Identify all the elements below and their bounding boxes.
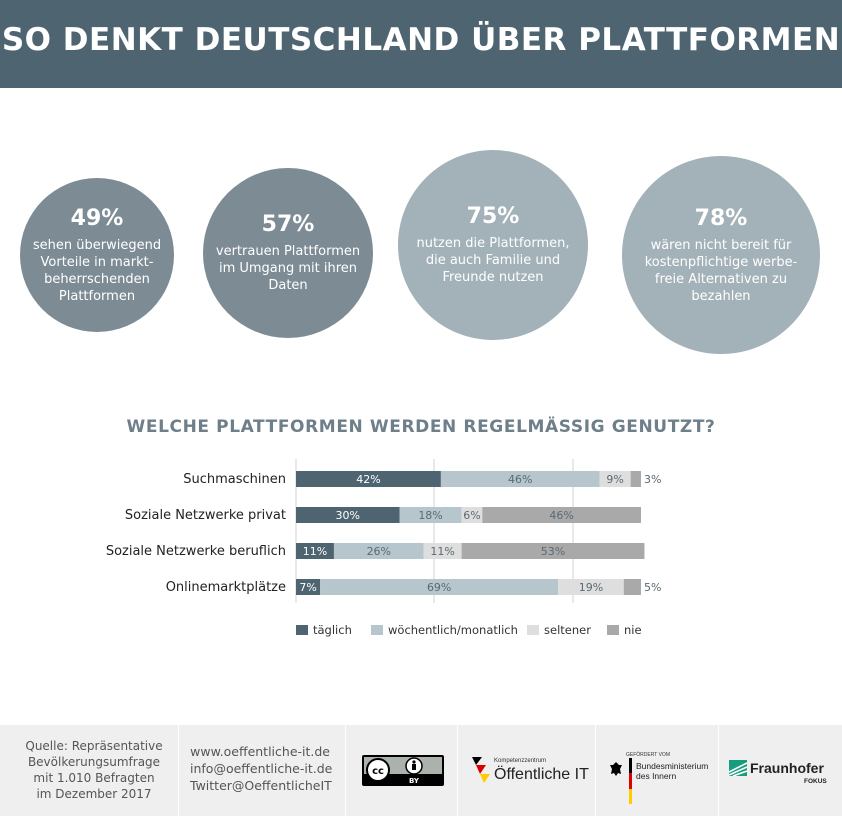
stat-circle-familie: 75% nutzen die Plattformen, die auch Fami… bbox=[398, 150, 588, 340]
bar-segment bbox=[296, 507, 400, 523]
data-label: 9% bbox=[606, 473, 623, 486]
data-label: 19% bbox=[579, 581, 603, 594]
fraunhofer-logo-icon bbox=[729, 760, 747, 776]
stat-circle-vorteile: 49% sehen überwiegend Vorteile in markt-b… bbox=[20, 178, 174, 332]
legend-label: seltener bbox=[544, 623, 591, 637]
legend-label: wöchentlich/monatlich bbox=[388, 623, 518, 637]
data-label: 11% bbox=[303, 545, 327, 558]
stat-text: sehen überwiegend Vorteile in markt-beher… bbox=[32, 237, 162, 304]
data-label: 46% bbox=[549, 509, 573, 522]
category-label: Soziale Netzwerke beruflich bbox=[106, 544, 286, 559]
stat-value: 57% bbox=[261, 212, 315, 237]
data-label: 46% bbox=[508, 473, 532, 486]
legend-swatch bbox=[371, 625, 383, 635]
kompetenzzentrum-label: Kompetenzzentrum bbox=[494, 758, 547, 764]
footer-divider bbox=[345, 725, 346, 816]
bar-segment bbox=[296, 471, 441, 487]
legend-label: täglich bbox=[313, 623, 352, 637]
page-title: SO DENKT DEUTSCHLAND ÜBER PLATTFORMEN bbox=[1, 22, 841, 58]
svg-text:BY: BY bbox=[409, 777, 420, 785]
stacked-bar-chart: Suchmaschinen 42% 46% 9% 3% Soziale Netzwerke… bbox=[106, 459, 661, 637]
fraunhofer-logo: Fraunhofer bbox=[750, 760, 824, 776]
bar-segment bbox=[461, 543, 645, 559]
bar-segment bbox=[296, 579, 321, 595]
category-label: Suchmaschinen bbox=[183, 472, 286, 487]
stat-value: 78% bbox=[694, 205, 748, 231]
data-label: 7% bbox=[299, 581, 316, 594]
kompetenzzentrum-logo: Öffentliche IT bbox=[494, 766, 589, 783]
legend-label: nie bbox=[624, 623, 642, 637]
email-link[interactable]: info@oeffentliche-it.de bbox=[190, 761, 333, 776]
footer-divider bbox=[457, 725, 458, 816]
data-label: 42% bbox=[356, 473, 380, 486]
stat-text: wären nicht bereit für kostenpflichtige w… bbox=[644, 237, 798, 304]
footer-divider bbox=[595, 725, 596, 816]
category-label: Onlinemarktplätze bbox=[166, 580, 286, 595]
contact-info: www.oeffentliche-it.de info@oeffentliche… bbox=[190, 743, 333, 794]
data-label: 6% bbox=[463, 509, 480, 522]
stat-text: nutzen die Plattformen, die auch Familie … bbox=[416, 236, 570, 285]
bar-segment bbox=[296, 543, 334, 559]
bar-segment bbox=[399, 507, 462, 523]
svg-text:cc: cc bbox=[372, 766, 384, 777]
bar-segment bbox=[558, 579, 624, 595]
twitter-link[interactable]: Twitter@OeffentlicheIT bbox=[190, 778, 332, 793]
data-label: 11% bbox=[430, 545, 454, 558]
stat-circle-bezahlen: 78% wären nicht bereit für kostenpflichti… bbox=[622, 156, 820, 354]
bar-segment bbox=[320, 579, 559, 595]
chart-title: WELCHE PLATTFORMEN WERDEN REGELMÄSSIG GE… bbox=[126, 417, 716, 437]
stat-circle-vertrauen: 57% vertrauen Plattformen im Umgang mit i… bbox=[203, 168, 373, 338]
header-bar: SO DENKT DEUTSCHLAND ÜBER PLATTFORMEN bbox=[0, 0, 842, 88]
bar-segment bbox=[482, 507, 641, 523]
bmi-funded-label: GEFÖRDERT VOM bbox=[626, 752, 670, 758]
bar-segment bbox=[630, 471, 641, 487]
data-label: 69% bbox=[427, 581, 451, 594]
category-label: Soziale Netzwerke privat bbox=[125, 508, 286, 523]
data-label: 26% bbox=[367, 545, 391, 558]
bmi-logo: Bundesministerium des Innern bbox=[636, 761, 709, 781]
legend-swatch bbox=[607, 625, 619, 635]
data-label: 3% bbox=[644, 473, 661, 486]
german-flag-stripe bbox=[629, 758, 632, 804]
footer-divider bbox=[178, 725, 179, 816]
bar-segment bbox=[333, 543, 424, 559]
source-note: Quelle: Repräsentative Bevölkerungsumfrag… bbox=[25, 739, 163, 801]
bar-segment bbox=[423, 543, 462, 559]
bar-segment bbox=[440, 471, 600, 487]
stat-text: vertrauen Plattformen im Umgang mit ihren… bbox=[215, 244, 361, 293]
data-label: 18% bbox=[418, 509, 442, 522]
data-label: 5% bbox=[644, 581, 661, 594]
data-label: 53% bbox=[541, 545, 565, 558]
stat-value: 49% bbox=[70, 205, 124, 231]
legend-swatch bbox=[527, 625, 539, 635]
creative-commons-by-icon: cc BY bbox=[362, 755, 444, 786]
website-link[interactable]: www.oeffentliche-it.de bbox=[190, 744, 330, 759]
bar-segment bbox=[623, 579, 641, 595]
bar-segment bbox=[599, 471, 631, 487]
footer: Quelle: Repräsentative Bevölkerungsumfrag… bbox=[0, 725, 842, 816]
footer-divider bbox=[718, 725, 719, 816]
stat-value: 75% bbox=[466, 204, 520, 229]
legend-swatch bbox=[296, 625, 308, 635]
data-label: 30% bbox=[336, 509, 360, 522]
kompetenzzentrum-flag-icon bbox=[472, 757, 490, 783]
federal-eagle-icon bbox=[610, 762, 622, 776]
bar-segment bbox=[461, 507, 483, 523]
fokus-label: FOKUS bbox=[804, 778, 827, 785]
